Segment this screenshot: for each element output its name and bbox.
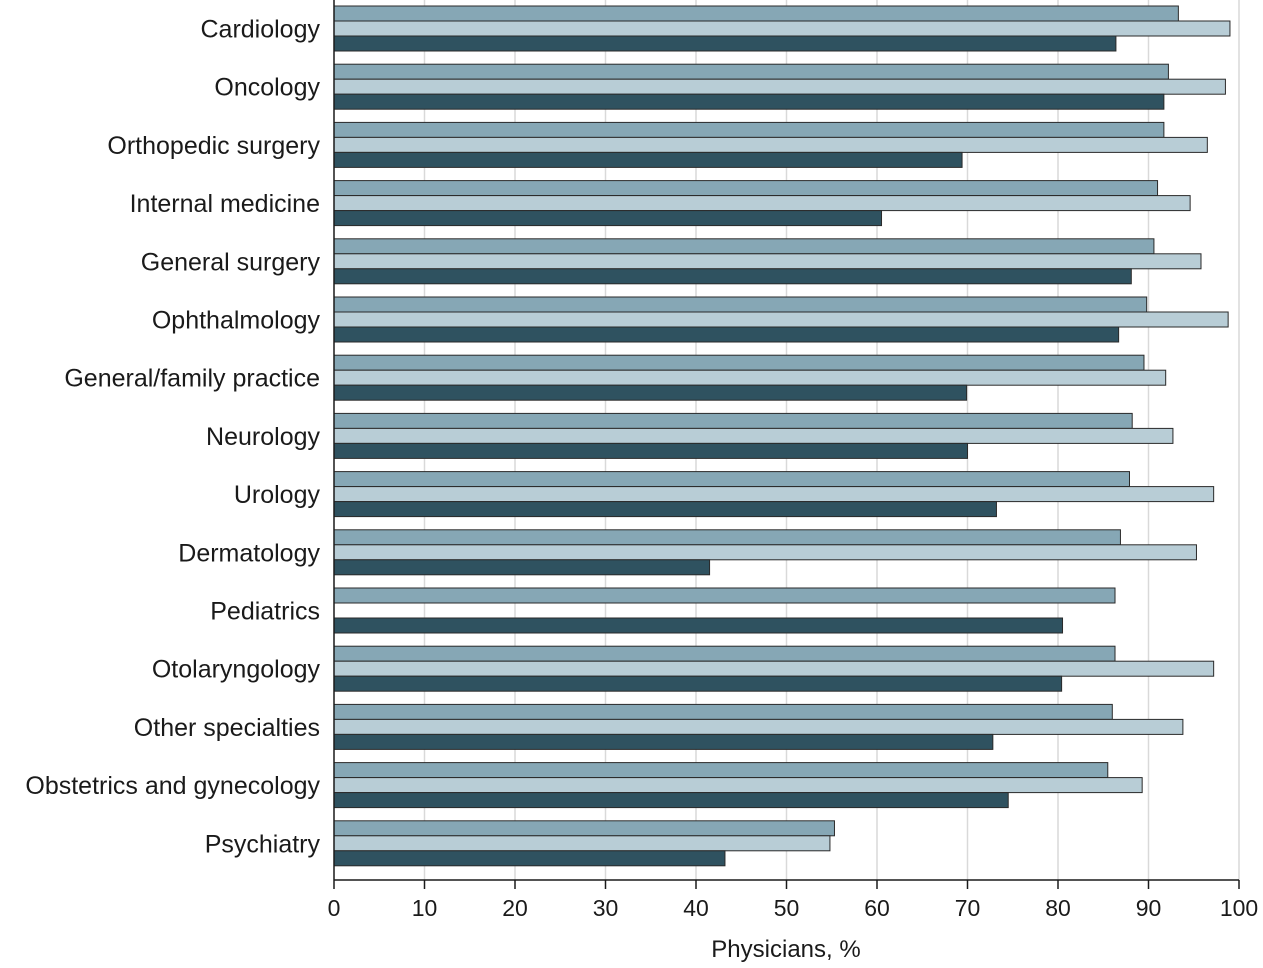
x-tick-label: 100: [1220, 895, 1258, 921]
bar: [333, 559, 711, 576]
bar: [333, 703, 1113, 720]
category-label: Otolaryngology: [152, 656, 321, 684]
x-tick-label: 30: [593, 895, 619, 921]
category-label: Neurology: [206, 423, 320, 451]
bar: [333, 93, 1165, 110]
bar: [333, 63, 1169, 80]
category-label: Orthopedic surgery: [107, 132, 320, 160]
bar: [333, 268, 1132, 285]
x-tick-label: 80: [1045, 895, 1071, 921]
bar: [333, 645, 1116, 662]
x-tick-label: 20: [502, 895, 528, 921]
x-axis: 0 10 20 30 40 50 60 70 80 90 100: [328, 0, 1258, 921]
bar: [333, 369, 1167, 386]
category-label: Obstetrics and gynecology: [25, 772, 320, 800]
bar: [333, 253, 1202, 270]
bar: [333, 78, 1226, 95]
x-tick-label: 70: [955, 895, 981, 921]
bar: [333, 675, 1063, 692]
category-label: General/family practice: [64, 365, 320, 393]
category-label: Oncology: [214, 74, 320, 102]
bar: [333, 20, 1231, 37]
bar: [333, 151, 963, 168]
bar: [333, 384, 968, 401]
category-label: Dermatology: [178, 539, 320, 567]
category-label: Cardiology: [200, 16, 320, 44]
bar: [333, 427, 1174, 444]
category-label: Other specialties: [134, 714, 320, 742]
bars: [333, 5, 1231, 867]
bar: [333, 210, 883, 227]
bar: [333, 195, 1191, 212]
bar: [333, 777, 1143, 794]
category-labels: Cardiology Oncology Orthopedic surgery Inte…: [25, 16, 320, 859]
category-label: Pediatrics: [210, 598, 320, 626]
bar: [333, 412, 1133, 429]
category-label: General surgery: [141, 248, 321, 276]
bar: [333, 718, 1184, 735]
bar: [333, 792, 1009, 809]
x-axis-title: Physicians, %: [711, 936, 860, 963]
x-tick-label: 60: [864, 895, 890, 921]
bar: [333, 486, 1215, 503]
bar: [333, 180, 1159, 197]
bar: [333, 587, 1116, 604]
bar: [333, 544, 1197, 561]
bar: [333, 326, 1120, 343]
bar: [333, 850, 726, 867]
bar: [333, 296, 1148, 313]
bar: [333, 5, 1179, 22]
bar: [333, 442, 968, 459]
bar: [333, 35, 1117, 52]
bar: [333, 311, 1229, 328]
bar: [333, 529, 1121, 546]
bar: [333, 660, 1215, 677]
bar: [333, 762, 1109, 779]
x-tick-label: 0: [328, 895, 341, 921]
x-tick-label: 10: [412, 895, 438, 921]
bar: [333, 136, 1208, 153]
bar: [333, 820, 835, 837]
bar: [333, 354, 1145, 371]
bar: [333, 501, 997, 518]
category-label: Psychiatry: [205, 830, 321, 858]
category-label: Ophthalmology: [152, 307, 321, 335]
bar: [333, 121, 1165, 138]
category-label: Internal medicine: [130, 190, 320, 218]
x-tick-label: 50: [774, 895, 800, 921]
bar: [333, 835, 831, 852]
bar: [333, 471, 1130, 488]
x-tick-label: 40: [683, 895, 709, 921]
category-label: Urology: [234, 481, 321, 509]
bar: [333, 733, 994, 750]
bar: [333, 238, 1155, 255]
bar: [333, 617, 1064, 634]
x-tick-label: 90: [1136, 895, 1162, 921]
